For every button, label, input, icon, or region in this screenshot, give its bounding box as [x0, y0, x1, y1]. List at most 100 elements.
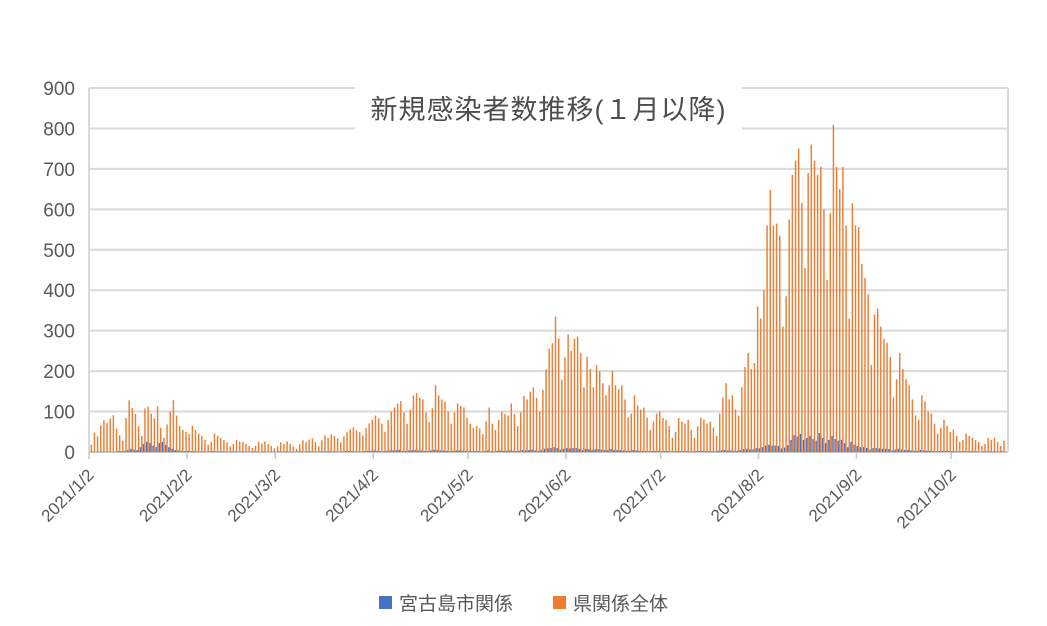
legend-swatch-blue-icon — [378, 596, 392, 609]
bar-prefecture — [497, 420, 500, 452]
bar-prefecture — [238, 441, 241, 452]
bar-miyakojima — [376, 450, 378, 452]
bar-miyakojima — [439, 450, 442, 452]
bar-prefecture — [599, 371, 601, 452]
bar-miyakojima — [553, 447, 555, 452]
bar-prefecture — [172, 400, 175, 452]
bar-prefecture — [434, 385, 437, 452]
bar-prefecture — [807, 172, 809, 452]
bar-prefecture — [333, 435, 336, 452]
bar-miyakojima — [518, 450, 520, 452]
bar-miyakojima — [654, 450, 656, 452]
bar-miyakojima — [771, 445, 773, 452]
bar-prefecture — [213, 433, 216, 452]
bar-miyakojima — [458, 450, 460, 452]
bar-miyakojima — [496, 450, 498, 452]
bar-prefecture — [103, 420, 105, 452]
bar-miyakojima — [117, 451, 119, 452]
bar-prefecture — [336, 438, 339, 452]
bar-miyakojima — [363, 451, 366, 452]
bar-prefecture — [422, 399, 424, 452]
bar-prefecture — [358, 432, 361, 452]
bar-prefecture — [842, 166, 844, 452]
bar-prefecture — [845, 225, 847, 452]
bar-prefecture — [605, 395, 607, 452]
bar-prefecture — [595, 365, 598, 452]
bar-prefecture — [226, 442, 228, 452]
bar-prefecture — [286, 441, 288, 452]
bar-prefecture — [854, 225, 857, 452]
bar-prefecture — [441, 399, 443, 452]
bar-prefecture — [895, 379, 898, 452]
bar-prefecture — [90, 444, 92, 452]
bar-prefecture — [112, 415, 115, 452]
bar-prefecture — [665, 419, 667, 452]
bar-prefecture — [343, 436, 345, 452]
bar-prefecture — [276, 446, 279, 452]
bar-miyakojima — [907, 449, 909, 452]
bar-miyakojima — [922, 450, 925, 452]
bar-prefecture — [532, 387, 535, 452]
x-tick-label: 2021/1/2 — [38, 465, 98, 525]
bar-miyakojima — [667, 451, 669, 452]
bar-prefecture — [340, 442, 342, 452]
bar-prefecture — [621, 385, 623, 452]
x-tick-label: 2021/4/2 — [322, 465, 382, 525]
bar-miyakojima — [455, 450, 457, 452]
bar-miyakojima — [796, 436, 798, 452]
bar-miyakojima — [897, 448, 899, 452]
bar-prefecture — [785, 296, 787, 452]
bar-miyakojima — [875, 447, 877, 452]
bar-miyakojima — [790, 439, 792, 452]
bar-prefecture — [204, 439, 206, 452]
bar-miyakojima — [843, 443, 846, 452]
bar-prefecture — [207, 444, 209, 452]
bar-prefecture — [984, 443, 986, 452]
bar-prefecture — [832, 124, 835, 452]
bar-prefecture — [418, 397, 421, 452]
bar-prefecture — [687, 419, 689, 452]
bar-miyakojima — [569, 448, 571, 452]
bar-miyakojima — [862, 447, 865, 452]
bar-prefecture — [880, 326, 882, 452]
bar-miyakojima — [487, 450, 489, 452]
bar-prefecture — [826, 280, 828, 452]
bar-prefecture — [501, 411, 503, 452]
x-tick-label: 2021/5/2 — [417, 465, 477, 525]
bar-miyakojima — [193, 451, 195, 452]
bar-prefecture — [169, 411, 171, 452]
bar-miyakojima — [411, 449, 413, 452]
bar-miyakojima — [866, 447, 868, 452]
bar-miyakojima — [190, 451, 192, 452]
bar-miyakojima — [834, 439, 836, 452]
bar-prefecture — [908, 385, 910, 452]
bar-prefecture — [144, 408, 146, 452]
bar-miyakojima — [123, 450, 126, 452]
bar-prefecture — [816, 174, 819, 452]
bar-prefecture — [810, 144, 813, 452]
bar-prefecture — [510, 403, 513, 452]
bar-prefecture — [538, 411, 541, 452]
bar-miyakojima — [562, 448, 565, 452]
bar-prefecture — [153, 418, 156, 452]
bar-prefecture — [633, 395, 636, 452]
bar-miyakojima — [373, 450, 375, 452]
bar-prefecture — [400, 401, 402, 452]
bar-prefecture — [444, 401, 446, 452]
bar-miyakojima — [370, 450, 372, 452]
bar-prefecture — [996, 441, 999, 452]
bar-prefecture — [516, 426, 519, 452]
bar-miyakojima — [941, 450, 944, 452]
bar-prefecture — [223, 439, 225, 452]
bar-prefecture — [298, 444, 301, 452]
bar-prefecture — [548, 348, 550, 452]
bar-miyakojima — [926, 450, 928, 452]
bar-miyakojima — [856, 445, 858, 452]
bar-prefecture — [772, 225, 775, 452]
bar-prefecture — [182, 429, 184, 452]
bar-prefecture — [264, 441, 266, 452]
bar-miyakojima — [963, 451, 966, 452]
bar-prefecture — [346, 432, 348, 452]
bar-prefecture — [977, 441, 980, 452]
bar-prefecture — [949, 431, 951, 452]
